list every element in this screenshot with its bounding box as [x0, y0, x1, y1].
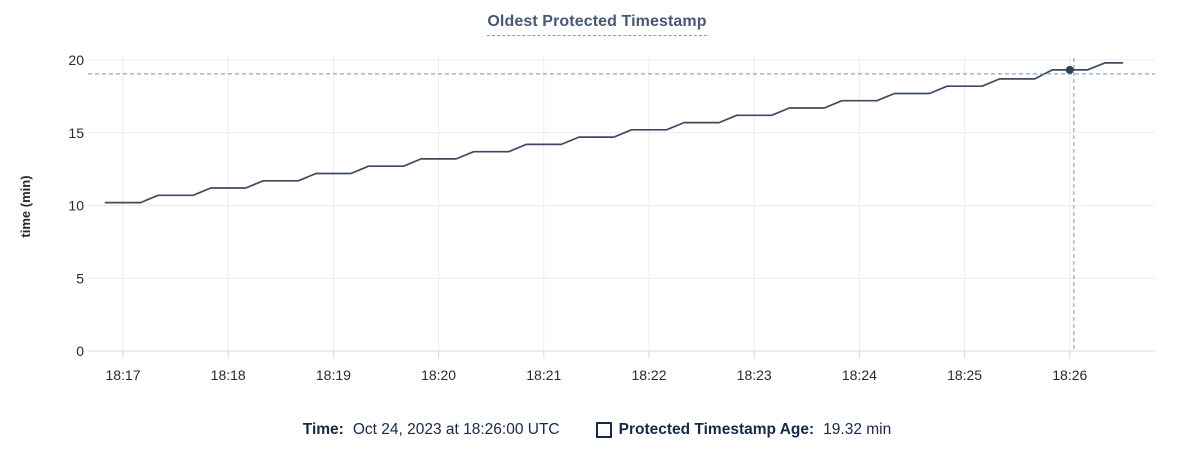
- hover-time-readout: Time: Oct 24, 2023 at 18:26:00 UTC: [303, 419, 560, 440]
- x-tick-label: 18:24: [842, 367, 877, 383]
- chart-legend: Time: Oct 24, 2023 at 18:26:00 UTC Prote…: [0, 419, 1194, 440]
- time-label: Time:: [302, 421, 344, 438]
- y-axis-title: time (min): [18, 175, 33, 237]
- x-tick-label: 18:18: [211, 367, 246, 383]
- x-tick-label: 18:25: [947, 367, 982, 383]
- hover-point: [1065, 65, 1074, 74]
- y-tick-label: 0: [76, 343, 84, 359]
- chart-title: Oldest Protected Timestamp: [487, 13, 707, 36]
- x-tick-label: 18:26: [1052, 367, 1087, 383]
- y-tick-label: 5: [76, 270, 84, 286]
- chart-header: Oldest Protected Timestamp: [0, 13, 1194, 36]
- line-chart[interactable]: 0 5 10 15 20 18:17 18:18 18:19 18:20 18:21 18:22 18…: [0, 40, 1194, 400]
- y-tick-label: 15: [68, 125, 84, 141]
- x-tick-label: 18:23: [737, 367, 772, 383]
- series-value: 19.32 min: [823, 421, 892, 438]
- series-line: [104, 62, 1124, 204]
- x-tick-label: 18:17: [105, 367, 140, 383]
- y-tick-label: 10: [68, 198, 84, 214]
- x-tick-label: 18:22: [631, 367, 666, 383]
- time-value: Oct 24, 2023 at 18:26:00 UTC: [352, 421, 560, 438]
- legend-series-item[interactable]: Protected Timestamp Age: 19.32 min: [595, 419, 892, 440]
- series-swatch-checkbox[interactable]: [595, 421, 612, 438]
- x-tick-label: 18:19: [316, 367, 351, 383]
- x-tick-label: 18:21: [526, 367, 561, 383]
- x-tick-label: 18:20: [421, 367, 456, 383]
- y-tick-label: 20: [68, 52, 84, 68]
- series-label: Protected Timestamp Age:: [618, 421, 815, 438]
